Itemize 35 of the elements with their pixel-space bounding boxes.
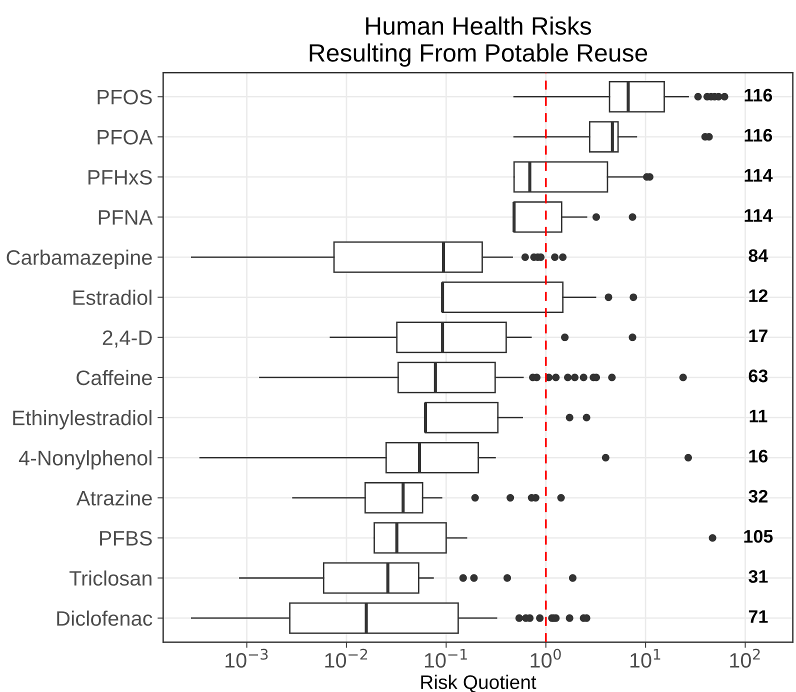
x-tick-label: 10$^{0}$ (530, 648, 561, 668)
x-tick-label: 10$^{−3}$ (226, 648, 268, 668)
annotation: 71 (748, 610, 768, 623)
x-tick-label: 10$^{1}$ (630, 648, 660, 668)
annotation: 84 (748, 249, 768, 262)
annotation: 63 (748, 370, 768, 382)
y-tick-label: PFOA (98, 130, 153, 145)
y-tick-label: Atrazine (76, 490, 152, 506)
annotation: 16 (749, 450, 768, 463)
annotation: 11 (750, 410, 768, 422)
annotation: 32 (748, 490, 768, 503)
y-tick-label: PFOS (98, 90, 152, 104)
annotation: 114 (744, 169, 773, 182)
chart-title: Human Health Risks Resulting From Potable Reuse (310, 16, 648, 67)
annotation: 105 (744, 530, 773, 543)
x-tick-label: 10$^{−2}$ (325, 648, 368, 668)
y-tick-label: Caffeine (76, 370, 152, 386)
x-tick-label: 10$^{−1}$ (424, 648, 467, 668)
y-tick-label: Diclofenac (57, 610, 152, 626)
annotation: 116 (744, 88, 772, 102)
annotation: 116 (744, 128, 772, 142)
x-tick-label: 10$^{2}$ (730, 648, 760, 668)
annotation: 31 (748, 570, 768, 583)
y-tick-label: PFNA (98, 210, 153, 225)
y-tick-label: PFBS (100, 530, 152, 546)
annotation: 114 (744, 209, 773, 222)
y-tick-label: Estradiol (73, 290, 152, 306)
annotation: 17 (749, 330, 768, 342)
y-tick-label: Triclosan (70, 570, 152, 586)
y-tick-label: 2,4-D (102, 330, 152, 348)
y-tick-label: PFHxS (88, 170, 152, 185)
y-tick-label: Ethinylestradiol (13, 410, 152, 430)
annotation: 12 (749, 289, 768, 302)
y-tick-label: Carbamazepine (6, 250, 152, 270)
y-tick-label: 4-Nonylphenol (18, 450, 152, 470)
